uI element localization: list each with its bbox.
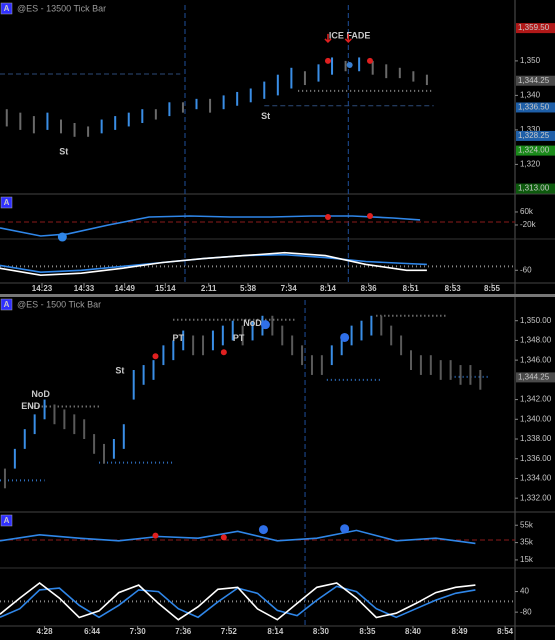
x-tick-label: 7:36 [175, 627, 192, 636]
indicator-line [0, 529, 476, 545]
signal-dot [260, 320, 270, 330]
x-tick-label: 8:53 [445, 284, 462, 293]
y-tick-label: 1,348.00 [520, 336, 552, 345]
signal-dot [340, 332, 350, 342]
annotation: NoD [31, 389, 50, 399]
annotation: PT [173, 333, 185, 343]
signal-arrow [324, 33, 332, 43]
x-tick-label: 8:35 [359, 627, 376, 636]
y-tick-label: 1,350 [520, 56, 541, 65]
signal-dot [152, 532, 159, 539]
y-tick-label: 1,340.00 [520, 414, 552, 423]
signal-dot [258, 525, 268, 535]
badge: A [4, 4, 10, 13]
y-tick-label: 55k [520, 520, 534, 529]
annotation: St [261, 111, 270, 121]
annotation: NoD [243, 318, 262, 328]
price-label-box [516, 130, 555, 141]
chart-title: @ES - 1500 Tick Bar [17, 299, 101, 309]
y-tick-label: -80 [520, 607, 532, 616]
x-tick-label: 7:30 [130, 627, 147, 636]
price-label: 1,313.00 [518, 184, 550, 193]
indicator-line [0, 581, 476, 621]
y-tick-label: 60k [520, 207, 534, 216]
y-tick-label: 1,320 [520, 160, 541, 169]
signal-dot [324, 57, 331, 64]
chart-title: @ES - 13500 Tick Bar [17, 3, 106, 13]
price-label-box [516, 372, 555, 383]
badge-box [0, 514, 13, 527]
y-tick-label: 1,336.00 [520, 454, 552, 463]
y-tick-label: 1,332.00 [520, 493, 552, 502]
window-divider [0, 294, 555, 297]
signal-dot [220, 534, 227, 541]
indicator-line [0, 251, 427, 277]
signal-dot [324, 214, 331, 221]
price-label-box [516, 23, 555, 34]
price-label: 1,344.25 [518, 76, 550, 85]
signal-dot [57, 232, 67, 242]
x-tick-label: 8:55 [484, 284, 501, 293]
y-tick-label: 1,346.00 [520, 355, 552, 364]
annotation: PT [233, 333, 245, 343]
signal-dot [220, 349, 227, 356]
signal-arrow [344, 33, 352, 43]
x-tick-label: 8:36 [361, 284, 378, 293]
x-tick-label: 8:54 [497, 627, 514, 636]
signal-dot [346, 62, 353, 69]
x-tick-label: 2:11 [201, 284, 217, 293]
badge: A [4, 198, 10, 207]
x-tick-label: 8:14 [320, 284, 337, 293]
signal-dot [152, 353, 159, 360]
signal-dot [366, 57, 373, 64]
badge-box [0, 2, 13, 15]
y-tick-label: 1,330 [520, 125, 541, 134]
x-tick-label: 8:14 [267, 627, 284, 636]
annotation: St [115, 365, 124, 375]
x-tick-label: 8:49 [452, 627, 469, 636]
y-tick-label: 1,342.00 [520, 395, 552, 404]
price-label-box [516, 145, 555, 156]
price-label-box [516, 102, 555, 113]
y-tick-label: 35k [520, 538, 534, 547]
annotation: END [21, 401, 41, 411]
y-tick-label: -60 [520, 265, 532, 274]
x-tick-label: 8:40 [405, 627, 422, 636]
signal-dot [340, 524, 350, 534]
y-tick-label: 1,334.00 [520, 474, 552, 483]
signal-dot [366, 213, 373, 220]
annotation: ICE FADE [329, 30, 371, 40]
y-tick-label: 40 [520, 587, 529, 596]
x-tick-label: 7:52 [221, 627, 238, 636]
x-tick-label: 8:51 [403, 284, 420, 293]
y-tick-label: 1,338.00 [520, 434, 552, 443]
price-label: 1,344.25 [518, 373, 550, 382]
price-label: 1,324.00 [518, 146, 550, 155]
y-tick-label: 1,350.00 [520, 316, 552, 325]
price-label: 1,359.50 [518, 23, 550, 32]
price-label: 1,336.50 [518, 103, 550, 112]
x-tick-label: 14:33 [74, 284, 95, 293]
price-label-box [516, 75, 555, 86]
price-label: 1,328.25 [518, 131, 550, 140]
x-tick-label: 6:44 [84, 627, 101, 636]
x-tick-label: 14:49 [114, 284, 135, 293]
badge: A [4, 300, 10, 309]
badge: A [4, 516, 10, 525]
y-tick-label: 15k [520, 555, 534, 564]
x-tick-label: 7:34 [281, 284, 298, 293]
y-tick-label: -20k [520, 220, 537, 229]
x-tick-label: 4:28 [37, 627, 54, 636]
price-label-box [516, 183, 555, 194]
x-tick-label: 5:38 [240, 284, 257, 293]
y-tick-label: 1,340 [520, 91, 541, 100]
x-tick-label: 8:30 [313, 627, 330, 636]
badge-box [0, 196, 13, 209]
x-tick-label: 14:23 [32, 284, 53, 293]
badge-box [0, 298, 13, 311]
x-tick-label: 15:14 [155, 284, 176, 293]
annotation: St [59, 146, 68, 156]
